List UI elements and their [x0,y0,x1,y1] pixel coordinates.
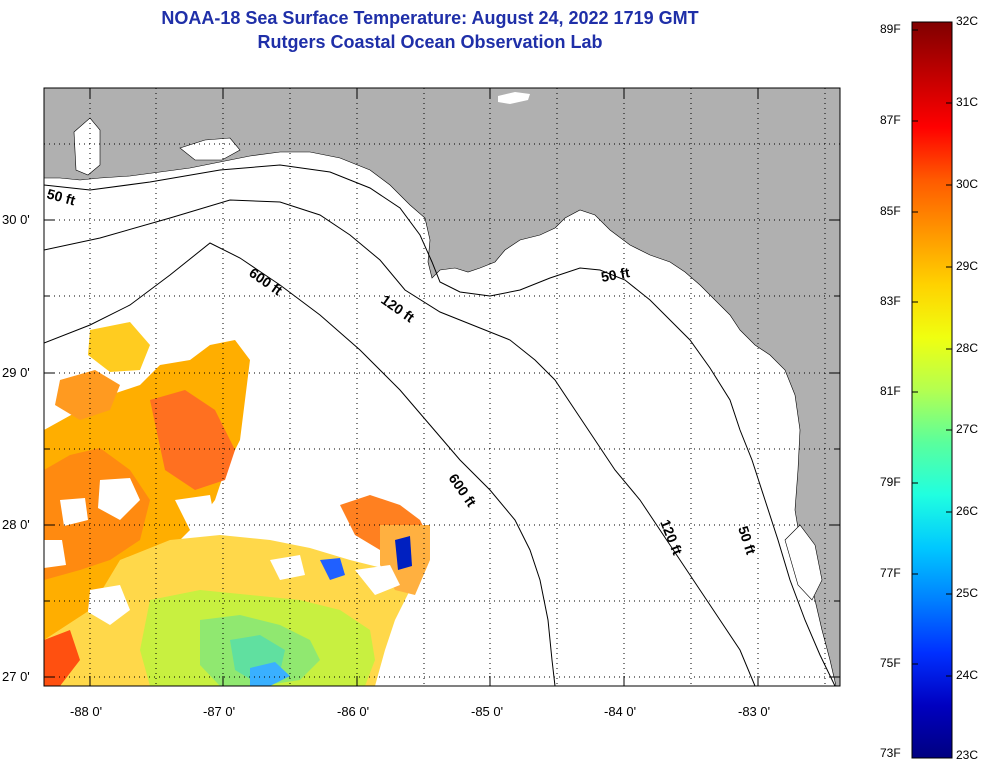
colorbar-label-f: 87F [880,113,901,127]
colorbar-label-f: 79F [880,475,901,489]
colorbar-label-c: 24C [956,668,979,682]
colorbar-label-f: 81F [880,384,901,398]
lon-label: -83 0' [738,704,771,719]
lat-label: 27 0' [2,669,30,684]
contour-120ft [44,199,756,686]
colorbar-label-c: 23C [956,748,979,762]
lon-label: -85 0' [471,704,504,719]
lat-label: 28 0' [2,517,30,532]
sst-data [44,322,430,686]
colorbar-label-c: 28C [956,341,979,355]
colorbar-label-f: 77F [880,566,901,580]
colorbar-label-f: 83F [880,294,901,308]
lake [498,92,530,104]
map-subtitle: Rutgers Coastal Ocean Observation Lab [257,32,603,52]
axis-ticks [44,88,840,686]
colorbar-label-c: 25C [956,586,979,600]
lon-label: -88 0' [70,704,103,719]
lat-label: 29 0' [2,365,30,380]
land-mass [44,88,840,686]
contour-label: 50 ft [600,264,631,285]
colorbar-label-f: 89F [880,22,901,36]
contour-label: 50 ft [45,185,77,208]
lon-label: -84 0' [604,704,637,719]
colorbar [911,21,953,759]
colorbar-label-c: 27C [956,422,979,436]
lat-label: 30 0' [2,212,30,227]
map-frame [43,87,841,687]
lon-label: -87 0' [203,704,236,719]
contour-50ft [44,164,836,686]
colorbar-label-f: 85F [880,204,901,218]
colorbar-label-c: 30C [956,177,979,191]
colorbar-label-c: 26C [956,504,979,518]
contour-600ft [44,242,556,686]
colorbar-label-f: 73F [880,746,901,760]
colorbar-label-c: 29C [956,259,979,273]
colorbar-label-c: 32C [956,14,979,28]
map-title: NOAA-18 Sea Surface Temperature: August … [161,8,699,28]
lon-label: -86 0' [337,704,370,719]
colorbar-ticks [912,21,952,677]
colorbar-label-f: 75F [880,656,901,670]
colorbar-label-c: 31C [956,95,979,109]
bathymetry-contours [44,164,836,686]
